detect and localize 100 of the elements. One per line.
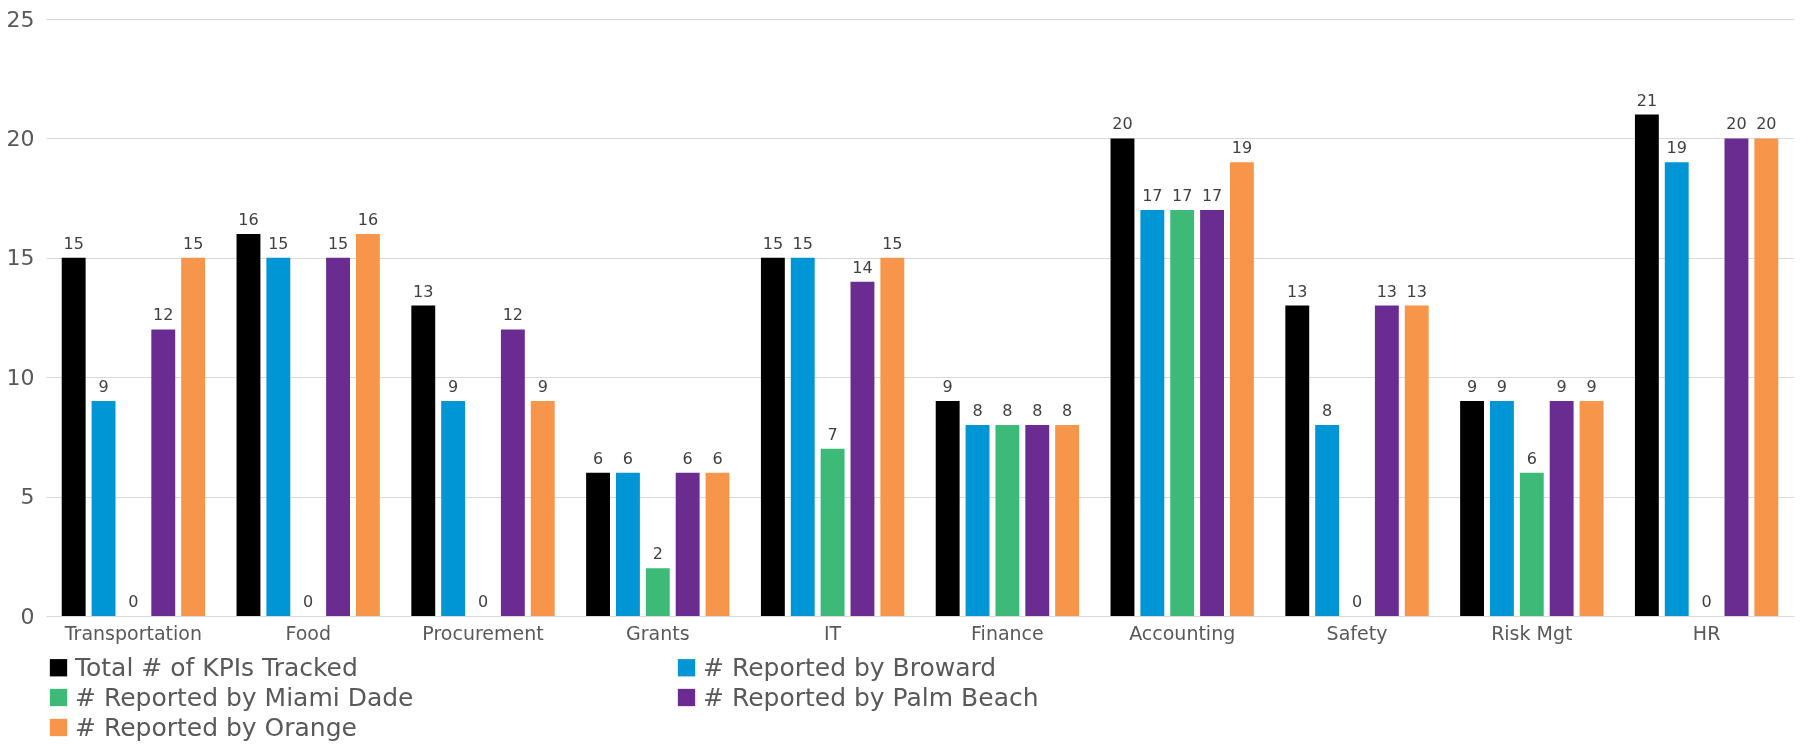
x-tick-label: Finance [971, 621, 1044, 644]
legend-label: # Reported by Miami Dade [75, 682, 414, 712]
data-label: 19 [1666, 138, 1687, 158]
bar [675, 472, 700, 616]
bar [181, 257, 206, 616]
bar [935, 401, 960, 616]
bar [1664, 162, 1689, 616]
legend-label: Total # of KPIs Tracked [74, 652, 358, 682]
bar [151, 329, 176, 616]
data-label: 2 [652, 544, 663, 564]
x-tick-label: Risk Mgt [1491, 621, 1573, 644]
data-label: 6 [1526, 448, 1537, 468]
legend-label: # Reported by Broward [703, 652, 997, 682]
data-label: 13 [1287, 281, 1308, 301]
bar [850, 281, 875, 616]
data-label: 9 [98, 377, 109, 397]
bar [326, 257, 351, 616]
data-label: 15 [63, 233, 84, 253]
legend-label: # Reported by Orange [75, 712, 357, 742]
y-tick-label: 15 [6, 245, 35, 271]
y-tick-label: 20 [6, 125, 35, 151]
bar [645, 568, 670, 616]
bar [1489, 401, 1514, 616]
data-label: 15 [792, 233, 813, 253]
data-label: 15 [268, 233, 289, 253]
bar [1579, 401, 1604, 616]
x-tick-label: IT [823, 621, 842, 644]
bar [995, 424, 1020, 616]
data-label: 15 [882, 233, 903, 253]
x-tick-label: Transportation [63, 621, 202, 644]
data-label: 13 [413, 281, 434, 301]
bar [1110, 138, 1135, 616]
data-label: 6 [712, 448, 723, 468]
data-label: 7 [827, 424, 838, 444]
bar [615, 472, 640, 616]
data-label: 8 [972, 400, 983, 420]
data-label: 15 [327, 233, 349, 253]
bar [411, 305, 436, 616]
bar [355, 233, 380, 616]
bar [790, 257, 815, 616]
bar [880, 257, 905, 616]
data-label: 17 [1201, 186, 1223, 206]
bar [705, 472, 730, 616]
data-label: 12 [153, 305, 174, 325]
y-tick-label: 25 [6, 6, 35, 32]
bar [1170, 210, 1195, 616]
data-label: 20 [1726, 114, 1747, 134]
data-label: 0 [1351, 592, 1363, 611]
data-label: 9 [1496, 377, 1508, 397]
data-label: 9 [942, 377, 953, 397]
data-label: 13 [1406, 281, 1427, 301]
data-label: 6 [682, 448, 693, 468]
data-label: 0 [477, 592, 489, 611]
data-label: 16 [357, 209, 379, 229]
data-label: 14 [852, 257, 873, 277]
bar [1724, 138, 1749, 616]
bar [1549, 401, 1574, 616]
bar [1229, 162, 1254, 616]
bar [1460, 401, 1485, 616]
bar [266, 257, 291, 616]
data-label: 9 [1556, 377, 1567, 397]
data-label: 20 [1756, 114, 1777, 134]
x-tick-label: Accounting [1129, 621, 1236, 644]
bar [1025, 424, 1050, 616]
data-label: 20 [1112, 114, 1133, 134]
bar [1754, 138, 1779, 616]
bar [61, 257, 86, 616]
data-label: 9 [537, 377, 548, 397]
data-label: 19 [1231, 138, 1253, 158]
legend-label: # Reported by Palm Beach [703, 682, 1039, 712]
bar [965, 424, 990, 616]
bar [1055, 424, 1080, 616]
data-label: 0 [128, 592, 139, 611]
bar [1200, 210, 1225, 616]
y-tick-label: 5 [20, 484, 35, 510]
data-label: 8 [1322, 400, 1333, 420]
data-label: 0 [303, 592, 314, 611]
data-label: 6 [622, 448, 634, 468]
x-tick-label: Procurement [422, 621, 544, 644]
y-tick-label: 10 [6, 364, 35, 390]
bar [1374, 305, 1399, 616]
bar [1519, 472, 1544, 616]
data-label: 15 [182, 233, 204, 253]
bar [1404, 305, 1429, 616]
data-label: 0 [1701, 592, 1712, 611]
data-label: 13 [1376, 281, 1398, 301]
x-tick-label: HR [1692, 621, 1721, 644]
data-label: 16 [238, 209, 259, 229]
data-label: 15 [762, 233, 784, 253]
bar [500, 329, 525, 616]
bar [586, 472, 611, 616]
data-label: 21 [1636, 90, 1658, 110]
data-label: 6 [592, 448, 604, 468]
data-label: 9 [448, 377, 459, 397]
data-label: 8 [1062, 400, 1073, 420]
bar [1285, 305, 1310, 616]
bar [1140, 210, 1165, 616]
bar [236, 233, 261, 616]
x-tick-label: Safety [1326, 621, 1388, 644]
bar [760, 257, 785, 616]
